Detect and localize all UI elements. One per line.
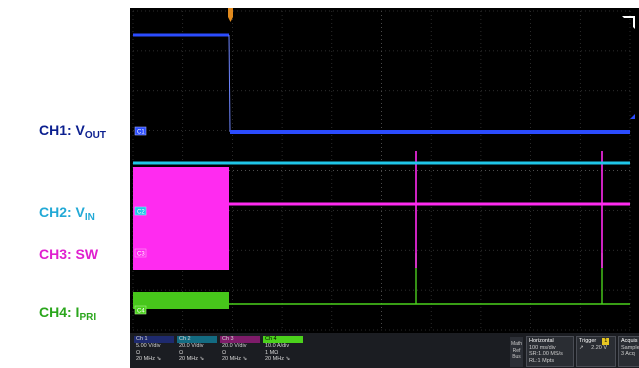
ch1-label-main: CH1: V [39, 122, 85, 138]
ch3-label-main: CH3: SW [39, 246, 99, 262]
ch4-label-sub: PRI [79, 312, 97, 323]
trigger-marker-flag [228, 8, 233, 17]
ch4-marker-text: C4 [137, 309, 145, 315]
sample-rate: SR:1.00 MS/s [529, 351, 563, 357]
ch4-settings-badge[interactable]: Ch 4 10.0 A/div 1 MΩ 20 MHz ⇘ [263, 336, 303, 367]
ch2-settings-badge[interactable]: Ch 2 20.0 V/div Ω 20 MHz ⇘ [177, 336, 217, 367]
ch2-scale: 20.0 V/div [179, 343, 204, 349]
ch4-bandwidth: 20 MHz ⇘ [265, 356, 291, 362]
trigger-level-marker[interactable] [630, 114, 635, 119]
ch4-ground-marker[interactable]: C4 [134, 305, 147, 315]
trigger-position-marker[interactable] [228, 8, 233, 22]
channel-markers: C1 C2 C3 C4 [134, 126, 147, 315]
ch1-waveform [133, 33, 630, 134]
waveform-graticule[interactable]: C1 C2 C3 C4 [130, 8, 639, 333]
ch2-label-main: CH2: V [39, 204, 85, 220]
trigger-panel[interactable]: Trigger 1 ↗ 2.20 V [576, 336, 616, 367]
ch1-settings-badge[interactable]: Ch 1 5.00 V/div Ω 20 MHz ⇘ [134, 336, 174, 367]
oscilloscope-display[interactable]: C1 C2 C3 C4 Ch 1 5.00 V/div Ω 20 MHz ⇘ [130, 8, 639, 368]
ch4-termination: 1 MΩ [265, 349, 279, 356]
ch1-termination: Ω [136, 349, 141, 356]
ch1-ground-marker[interactable]: C1 [134, 126, 147, 136]
ch3-termination: Ω [222, 349, 227, 356]
trigger-level: 2.20 V [591, 344, 608, 351]
ch1-scale: 5.00 V/div [136, 343, 161, 349]
ch2-termination: Ω [179, 349, 184, 356]
bus-label: Bus [512, 354, 521, 360]
ch1-badge-title: Ch 1 [136, 336, 148, 342]
record-length: RL:1 Mpts [529, 357, 555, 364]
acquisition-title: Acquis [621, 338, 638, 344]
ch3-bandwidth: 20 MHz ⇘ [222, 356, 248, 362]
status-bar: Ch 1 5.00 V/div Ω 20 MHz ⇘ Ch 2 20.0 V/d… [130, 333, 639, 368]
ch4-scale: 10.0 A/div [265, 343, 290, 349]
ch2-ground-marker[interactable]: C2 [134, 206, 147, 216]
ch1-trace-fall [228, 34, 231, 133]
ref-label: Ref [512, 347, 521, 354]
ch3-scale: 20.0 V/div [222, 343, 247, 349]
math-ref-bus-button[interactable]: Math Ref Bus [510, 337, 523, 367]
zoom-corner-icon[interactable] [622, 16, 635, 29]
ch2-badge-tab: Ch 2 [177, 336, 217, 343]
trigger-level-row: ↗ 2.20 V [579, 345, 613, 352]
ch4-waveform [133, 253, 630, 309]
ch3-switching-band [133, 167, 229, 270]
ch4-label-main: CH4: I [39, 304, 80, 320]
ch4-ipri-label: CH4: IPRI [39, 304, 96, 323]
trigger-source-badge: 1 [602, 338, 610, 345]
ch1-label-sub: OUT [84, 130, 107, 141]
ch3-badge-tab: Ch 3 [220, 336, 260, 343]
acquisition-mode: Sample [621, 344, 639, 351]
rising-edge-icon: ↗ [579, 344, 584, 351]
ch4-badge-title: Ch 4 [265, 336, 277, 342]
ch2-marker-text: C2 [137, 210, 145, 216]
ch1-badge-tab: Ch 1 [134, 336, 174, 343]
horizontal-panel[interactable]: Horizontal 100 ms/div SR:1.00 MS/s RL:1 … [526, 336, 574, 367]
trigger-title: Trigger [579, 338, 597, 344]
acquisition-count: 3 Acq [621, 351, 635, 357]
ch3-marker-text: C3 [137, 252, 145, 258]
ch1-vout-label: CH1: VOUT [39, 122, 106, 141]
ch2-bandwidth: 20 MHz ⇘ [179, 356, 205, 362]
ch4-pre-noise-band [133, 292, 229, 309]
ch1-bandwidth: 20 MHz ⇘ [136, 356, 162, 362]
acquisition-panel[interactable]: Acquis Sample 3 Acq [618, 336, 639, 367]
trigger-header: Trigger 1 [579, 338, 613, 345]
horizontal-title: Horizontal [529, 338, 554, 344]
math-label: Math [510, 341, 523, 347]
ch3-settings-badge[interactable]: Ch 3 20.0 V/div Ω 20 MHz ⇘ [220, 336, 260, 367]
ch2-label-sub: IN [84, 212, 95, 223]
ch4-badge-tab: Ch 4 [263, 336, 303, 343]
ch3-sw-label: CH3: SW [39, 246, 98, 262]
trigger-marker-arrow [228, 17, 233, 22]
ch3-waveform [133, 151, 630, 270]
ch1-marker-text: C1 [137, 130, 145, 136]
ch2-badge-title: Ch 2 [179, 336, 191, 342]
ch3-ground-marker[interactable]: C3 [134, 248, 147, 258]
ch3-badge-title: Ch 3 [222, 336, 234, 342]
horizontal-scale: 100 ms/div [529, 344, 556, 351]
ch2-vin-label: CH2: VIN [39, 204, 95, 223]
